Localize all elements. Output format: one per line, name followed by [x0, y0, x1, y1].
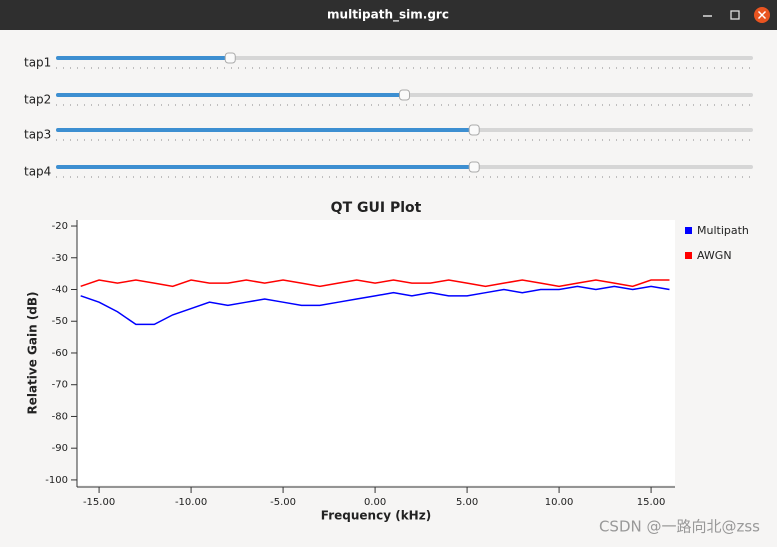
slider-fill — [56, 93, 405, 97]
y-tick-label: -50 — [52, 316, 68, 327]
title-bar — [0, 0, 777, 30]
x-tick-label: 15.00 — [637, 497, 666, 508]
close-icon — [757, 10, 767, 20]
legend-swatch — [685, 227, 692, 234]
x-axis-label: Frequency (kHz) — [321, 509, 431, 523]
watermark: CSDN @一路向北@zss — [599, 518, 760, 536]
x-tick-label: -15.00 — [83, 497, 115, 508]
slider-handle[interactable] — [468, 124, 480, 136]
y-tick-label: -80 — [52, 411, 68, 422]
y-tick-label: -70 — [52, 380, 68, 391]
legend-label: Multipath — [697, 224, 749, 237]
plot-area — [77, 220, 675, 485]
y-tick-label: -40 — [52, 285, 68, 296]
slider-fill — [56, 56, 231, 60]
y-tick-label: -20 — [52, 221, 68, 232]
y-tick-label: -30 — [52, 253, 68, 264]
window-title: multipath_sim.grc — [327, 8, 449, 23]
slider-label: tap2 — [24, 93, 51, 107]
slider-handle[interactable] — [468, 161, 480, 173]
series-line — [80, 285, 670, 326]
y-tick-label: -90 — [52, 443, 68, 454]
legend-label: AWGN — [697, 249, 732, 262]
slider-handle[interactable] — [224, 52, 236, 64]
y-axis-label: Relative Gain (dB) — [26, 291, 40, 414]
series-line — [80, 279, 670, 288]
legend-swatch — [685, 252, 692, 259]
x-tick-label: -5.00 — [270, 497, 296, 508]
x-tick-label: 0.00 — [364, 497, 386, 508]
y-tick-label: -100 — [45, 475, 68, 486]
maximize-button[interactable] — [730, 10, 740, 20]
slider-fill — [56, 165, 475, 169]
slider-handle[interactable] — [399, 89, 410, 101]
slider-fill — [56, 128, 475, 132]
x-tick-label: 5.00 — [456, 497, 478, 508]
chart-title: QT GUI Plot — [331, 200, 422, 216]
slider-label: tap3 — [24, 128, 51, 142]
slider-label: tap1 — [24, 56, 51, 70]
x-tick-label: -10.00 — [175, 497, 207, 508]
x-tick-label: 10.00 — [545, 497, 574, 508]
slider-label: tap4 — [24, 165, 51, 179]
y-tick-label: -60 — [52, 348, 68, 359]
